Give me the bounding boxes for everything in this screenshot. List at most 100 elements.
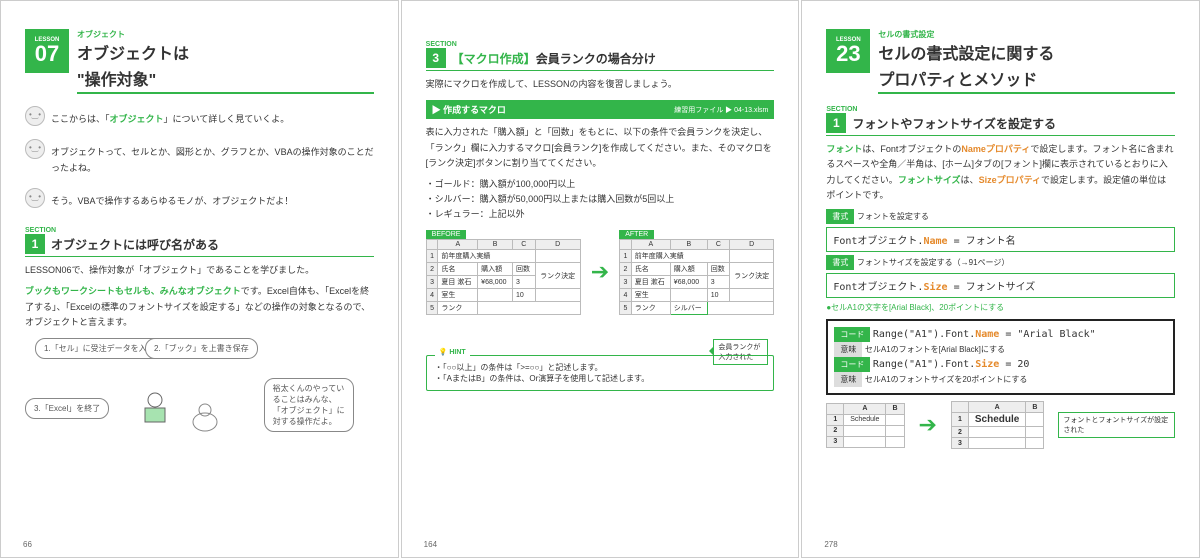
speech-bubble-4: 裕太くんのやっていることはみんな、「オブジェクト」に対する操作だよ。 <box>264 378 354 432</box>
lesson-category: オブジェクト <box>77 29 374 40</box>
section-number: 1 <box>826 113 846 133</box>
body-1: LESSON06で、操作対象が「オブジェクト」であることを学びました。 <box>25 263 374 278</box>
code-box-1: Fontオブジェクト.Name = フォント名 <box>826 227 1175 252</box>
lesson-title-2: プロパティとメソッド <box>878 66 1175 92</box>
section-title: 【マクロ作成】会員ランクの場合分け <box>452 50 656 67</box>
macro-title-bar: ▶ 作成するマクロ 練習用ファイル ▶ 04-13.xlsm <box>426 100 775 119</box>
before-table: ABCD 1前年度購入実績 2氏名購入額回数ランク決定 3夏目 漱石¥68,00… <box>426 239 581 315</box>
lesson-title-1: セルの書式設定に関する <box>878 40 1175 66</box>
meaning-1: セルA1のフォントを[Arial Black]にする <box>865 345 1005 354</box>
schedule-before-after: AB 1Schedule 2 3 ➔ AB 1Schedule 2 3 フォント… <box>826 401 1175 449</box>
lesson-header: LESSON 07 オブジェクト オブジェクトは "操作対象" <box>25 29 374 94</box>
hint-1: ・「○○以上」の条件は「>=○○」と記述します。 <box>435 362 766 373</box>
practice-file: 練習用ファイル ▶ 04-13.xlsm <box>674 105 768 115</box>
arrow-icon: ➔ <box>919 412 937 438</box>
mascot-icon <box>25 139 45 159</box>
page-number: 164 <box>424 540 437 549</box>
bullet-1: ・ゴールド：購入額が100,000円以上 <box>426 177 775 190</box>
dialogue-row-2: オブジェクトって、セルとか、図形とか、グラフとか、VBAの操作対象のことだったよ… <box>25 139 374 182</box>
example-bullet: ●セルA1の文字を[Arial Black]、20ポイントにする <box>826 302 1175 313</box>
page-2: SECTION 3 【マクロ作成】会員ランクの場合分け 実際にマクロを作成して、… <box>401 0 800 558</box>
code-tag: コード <box>834 327 870 342</box>
code-tag: コード <box>834 357 870 372</box>
hint-badge: 💡 HINT <box>435 348 470 356</box>
section-label: SECTION <box>25 227 374 234</box>
format-desc: フォントを設定する <box>857 212 929 221</box>
bullet-2: ・シルバー：購入額が50,000円以上または購入回数が5回以上 <box>426 192 775 205</box>
after-label: AFTER <box>619 230 654 239</box>
after-table: ABCD 1前年度購入実績 2氏名購入額回数ランク決定 3夏目 漱石¥68,00… <box>619 239 774 315</box>
format-block-2: 書式 フォントサイズを設定する（→91ページ） Fontオブジェクト.Size … <box>826 255 1175 298</box>
section-intro: 実際にマクロを作成して、LESSONの内容を復習しましょう。 <box>426 77 775 92</box>
section-title: オブジェクトには呼び名がある <box>51 236 219 253</box>
body-2: ブックもワークシートもセルも、みんなオブジェクトです。Excel自体も、「Exc… <box>25 284 374 330</box>
page-number: 66 <box>23 540 32 549</box>
hint-2: ・「AまたはB」の条件は、Or演算子を使用して記述します。 <box>435 373 766 384</box>
schedule-before: AB 1Schedule 2 3 <box>826 403 904 448</box>
section-label: SECTION <box>426 41 775 48</box>
before-col: BEFORE ABCD 1前年度購入実績 2氏名購入額回数ランク決定 3夏目 漱… <box>426 228 581 315</box>
talk-2: そう。VBAで操作するあらゆるモノが、オブジェクトだよ！ <box>51 194 293 209</box>
lesson-number-badge: LESSON 07 <box>25 29 69 73</box>
mascot-icon <box>25 188 45 208</box>
dialogue-row-3: そう。VBAで操作するあらゆるモノが、オブジェクトだよ！ <box>25 188 374 215</box>
section-number: 3 <box>426 48 446 68</box>
condition-list: ・ゴールド：購入額が100,000円以上 ・シルバー：購入額が50,000円以上… <box>426 177 775 220</box>
dog-illustration <box>185 398 225 438</box>
page-3: LESSON 23 セルの書式設定 セルの書式設定に関する プロパティとメソッド… <box>801 0 1200 558</box>
arrow-icon: ➔ <box>591 259 609 285</box>
code-example-box: コード Range("A1").Font.Name = "Arial Black… <box>826 319 1175 395</box>
dialogue-row-1: ここからは、「オブジェクト」について詳しく見ていくよ。 <box>25 106 374 133</box>
section-header: SECTION 3 【マクロ作成】会員ランクの場合分け <box>426 41 775 71</box>
kw-fontsize: フォントサイズ <box>898 175 961 185</box>
lesson-number: 23 <box>836 43 860 65</box>
title-main: 会員ランクの場合分け <box>536 52 656 66</box>
format-tag: 書式 <box>826 209 854 224</box>
lesson-title-wrap: セルの書式設定 セルの書式設定に関する プロパティとメソッド <box>878 29 1175 94</box>
lesson-category: セルの書式設定 <box>878 29 1175 40</box>
callout-box: フォントとフォントサイズが設定された <box>1058 412 1175 438</box>
bullet-3: ・レギュラー：上記以外 <box>426 207 775 220</box>
title-prefix: 【マクロ作成】 <box>452 52 536 66</box>
meaning-2: セルA1のフォントサイズを20ポイントにする <box>865 375 1028 384</box>
section-label: SECTION <box>826 106 1175 113</box>
section-header: SECTION 1 オブジェクトには呼び名がある <box>25 227 374 257</box>
speech-bubble-2: 2.「ブック」を上書き保存 <box>145 338 258 359</box>
page-1: LESSON 07 オブジェクト オブジェクトは "操作対象" ここからは、「オ… <box>0 0 399 558</box>
hint-box: 💡 HINT ・「○○以上」の条件は「>=○○」と記述します。 ・「AまたはB」… <box>426 355 775 391</box>
body-keyword: ブックもワークシートもセルも、みんなオブジェクト <box>25 286 241 296</box>
intro-text: ここからは、「オブジェクト」について詳しく見ていくよ。 <box>51 112 289 127</box>
intro-keyword: オブジェクト <box>110 114 164 124</box>
lesson-header: LESSON 23 セルの書式設定 セルの書式設定に関する プロパティとメソッド <box>826 29 1175 94</box>
lesson-number-badge: LESSON 23 <box>826 29 870 73</box>
meaning-tag: 意味 <box>834 342 862 357</box>
lesson-title-2: "操作対象" <box>77 66 374 92</box>
code-line-2: Range("A1").Font.Size = 20 <box>873 359 1030 370</box>
meaning-tag: 意味 <box>834 372 862 387</box>
format-block-1: 書式 フォントを設定する Fontオブジェクト.Name = フォント名 <box>826 209 1175 252</box>
person-illustration <box>135 388 175 428</box>
code-box-2: Fontオブジェクト.Size = フォントサイズ <box>826 273 1175 298</box>
before-label: BEFORE <box>426 230 467 239</box>
illustration: 1.「セル」に受注データを入力 2.「ブック」を上書き保存 3.「Excel」を… <box>25 338 374 448</box>
kw-name: Nameプロパティ <box>961 144 1030 154</box>
kw-size: Sizeプロパティ <box>979 175 1041 185</box>
speech-bubble-3: 3.「Excel」を終了 <box>25 398 109 419</box>
after-col: AFTER ABCD 1前年度購入実績 2氏名購入額回数ランク決定 3夏目 漱石… <box>619 228 774 315</box>
schedule-after: AB 1Schedule 2 3 <box>951 401 1044 449</box>
before-after-container: BEFORE ABCD 1前年度購入実績 2氏名購入額回数ランク決定 3夏目 漱… <box>426 228 775 315</box>
section-header: SECTION 1 フォントやフォントサイズを設定する <box>826 106 1175 136</box>
font-body: フォントは、FontオブジェクトのNameプロパティで設定します。フォント名に含… <box>826 142 1175 203</box>
macro-label: ▶ 作成するマクロ <box>432 103 506 116</box>
code-line-1: Range("A1").Font.Name = "Arial Black" <box>873 329 1096 340</box>
lesson-title-wrap: オブジェクト オブジェクトは "操作対象" <box>77 29 374 94</box>
section-title: フォントやフォントサイズを設定する <box>852 115 1056 132</box>
section-number: 1 <box>25 234 45 254</box>
mascot-icon <box>25 106 45 126</box>
macro-description: 表に入力された「購入額」と「回数」をもとに、以下の条件で会員ランクを決定し、「ラ… <box>426 125 775 171</box>
format-desc: フォントサイズを設定する（→91ページ） <box>857 258 1010 267</box>
page-number: 278 <box>824 540 837 549</box>
talk-1: オブジェクトって、セルとか、図形とか、グラフとか、VBAの操作対象のことだったよ… <box>51 145 374 176</box>
kw-font: フォント <box>826 144 862 154</box>
lesson-title-1: オブジェクトは <box>77 40 374 66</box>
